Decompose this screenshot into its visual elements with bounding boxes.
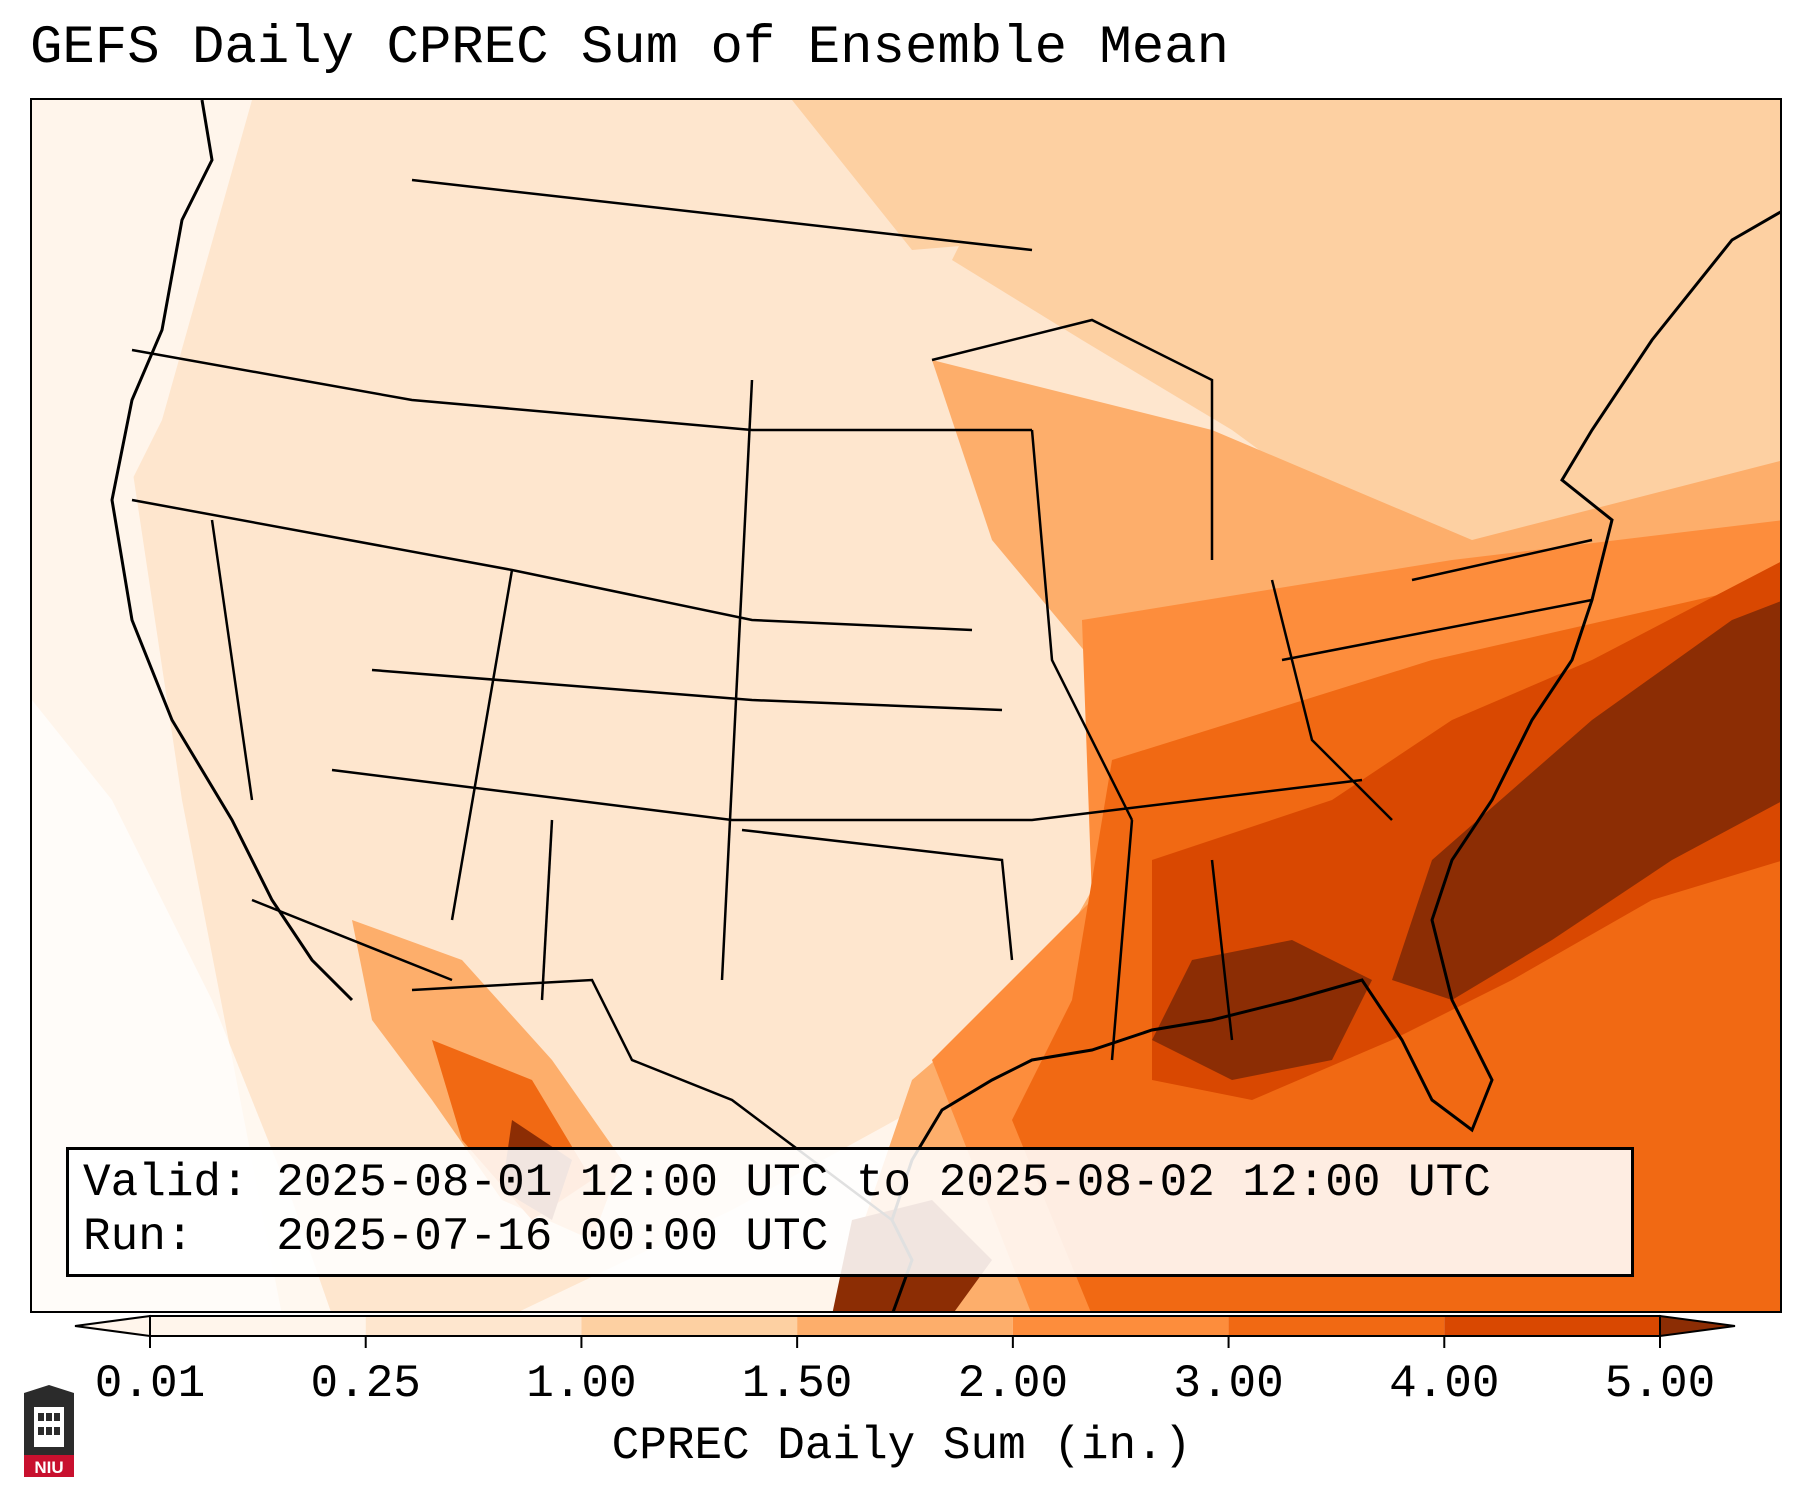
- logo-text: NIU: [34, 1458, 63, 1477]
- colorbar-tick-label: 5.00: [1604, 1358, 1716, 1410]
- validity-info-box: Valid: 2025-08-01 12:00 UTC to 2025-08-0…: [66, 1147, 1634, 1277]
- precipitation-map: [30, 98, 1782, 1313]
- university-tower-icon: NIU: [24, 1385, 74, 1477]
- run-label: Run:: [83, 1211, 194, 1263]
- colorbar-tick-label: 4.00: [1389, 1358, 1500, 1410]
- colorbar-tick-label: 0.01: [94, 1358, 206, 1410]
- colorbar-tick-label: 1.00: [526, 1358, 637, 1410]
- moderate-precip-region: [792, 100, 1032, 250]
- colorbar-tick-label: 1.50: [741, 1358, 853, 1410]
- colorbar-extend-low: [74, 1314, 151, 1338]
- colorbar-tick-label: 2.00: [957, 1358, 1069, 1410]
- run-value: 2025-07-16 00:00 UTC: [276, 1211, 829, 1263]
- valid-value: 2025-08-01 12:00 UTC to 2025-08-02 12:00…: [276, 1157, 1491, 1209]
- map-canvas: [32, 100, 1780, 1311]
- heavy-precip-band: [1392, 601, 1780, 1000]
- colorbar-label: CPREC Daily Sum (in.): [611, 1420, 1192, 1472]
- map-title: GEFS Daily CPREC Sum of Ensemble Mean: [30, 18, 1229, 79]
- colorbar-segment: [1012, 1316, 1229, 1336]
- colorbar-tick-label: 3.00: [1173, 1358, 1284, 1410]
- colorbar-tick-label: 0.25: [310, 1358, 421, 1410]
- colorbar-segment: [365, 1316, 582, 1336]
- colorbar-segment: [150, 1316, 366, 1336]
- colorbar-segment: [797, 1316, 1013, 1336]
- colorbar-segment: [1444, 1316, 1660, 1336]
- colorbar: [74, 1314, 1736, 1348]
- colorbar-extend-high: [1659, 1314, 1736, 1338]
- colorbar-segment: [581, 1316, 798, 1336]
- colorbar-outline: [149, 1315, 1661, 1337]
- colorbar-segment: [1228, 1316, 1445, 1336]
- valid-label: Valid:: [83, 1157, 249, 1209]
- state-borders: [131, 178, 1593, 1221]
